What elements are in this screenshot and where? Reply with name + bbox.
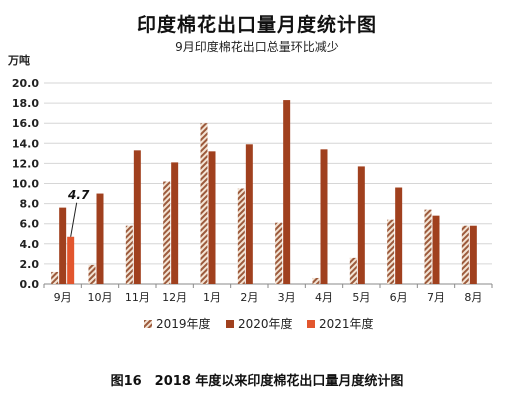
x-tick-label: 4月 bbox=[315, 291, 333, 304]
bar-2019年度-7月 bbox=[424, 209, 432, 284]
bar-2019年度-4月 bbox=[312, 277, 320, 284]
annotation-leader-line bbox=[70, 202, 78, 237]
x-tick-label: 11月 bbox=[125, 291, 150, 304]
bar-2020年度-7月 bbox=[432, 215, 440, 284]
legend-swatch-2020年度 bbox=[226, 320, 234, 328]
bar-2019年度-8月 bbox=[461, 225, 469, 284]
chart-title: 印度棉花出口量月度统计图 bbox=[136, 14, 377, 36]
legend-label: 2020年度 bbox=[238, 316, 293, 331]
axes: 0.0 2.0 4.0 6.0 8.0 10.0 12.0 14.0 16.0 18.0 20.0 9… bbox=[12, 77, 493, 304]
y-tick-label: 0.0 bbox=[20, 278, 40, 291]
legend-swatch-2021年度 bbox=[307, 320, 315, 328]
gridlines bbox=[44, 82, 492, 265]
legend-label: 2019年度 bbox=[156, 316, 211, 331]
bar-2020年度-10月 bbox=[96, 193, 104, 284]
y-tick-label: 14.0 bbox=[12, 137, 39, 150]
x-tick-label: 2月 bbox=[240, 291, 258, 304]
bar-2019年度-3月 bbox=[275, 222, 283, 284]
y-tick-label: 4.0 bbox=[20, 238, 40, 251]
bar-2020年度-12月 bbox=[171, 162, 179, 284]
x-tick-label: 9月 bbox=[54, 291, 72, 304]
y-tick-label: 6.0 bbox=[20, 218, 40, 231]
x-tick-label: 6月 bbox=[390, 291, 408, 304]
x-tick-label: 7月 bbox=[427, 291, 445, 304]
bar-2019年度-10月 bbox=[88, 264, 96, 284]
bar-2019年度-6月 bbox=[387, 219, 395, 284]
bar-2020年度-5月 bbox=[357, 166, 365, 284]
legend: 2019年度 2020年度 2021年度 bbox=[144, 316, 374, 331]
annotations: 4.7 bbox=[67, 188, 90, 237]
y-tick-label: 10.0 bbox=[12, 178, 39, 191]
bar-2020年度-8月 bbox=[469, 225, 477, 284]
y-axis-unit: 万吨 bbox=[7, 53, 30, 67]
x-tick-label: 8月 bbox=[464, 291, 482, 304]
x-tick-label: 10月 bbox=[88, 291, 113, 304]
bar-2020年度-11月 bbox=[133, 150, 141, 284]
x-tick-label: 3月 bbox=[278, 291, 296, 304]
y-tick-label: 8.0 bbox=[20, 198, 40, 211]
x-tick-label: 1月 bbox=[203, 291, 221, 304]
y-tick-label: 18.0 bbox=[12, 97, 39, 110]
bar-2020年度-2月 bbox=[245, 144, 253, 284]
bars bbox=[51, 100, 477, 285]
bar-2021年度-9月 bbox=[67, 236, 75, 284]
bar-2019年度-2月 bbox=[237, 188, 245, 284]
bar-2019年度-1月 bbox=[200, 123, 208, 284]
bar-2020年度-4月 bbox=[320, 149, 328, 284]
chart-subtitle: 9月印度棉花出口总量环比减少 bbox=[175, 40, 339, 54]
bar-2020年度-6月 bbox=[395, 187, 403, 284]
bar-2019年度-12月 bbox=[163, 181, 171, 284]
bar-2019年度-5月 bbox=[349, 257, 357, 284]
legend-swatch-2019年度 bbox=[144, 320, 152, 328]
bar-2020年度-1月 bbox=[208, 151, 216, 284]
bar-2020年度-9月 bbox=[59, 207, 67, 284]
y-tick-label: 2.0 bbox=[20, 258, 40, 271]
bar-2019年度-9月 bbox=[51, 271, 59, 284]
y-tick-label: 20.0 bbox=[12, 77, 39, 90]
figure-caption: 图16 2018 年度以来印度棉花出口量月度统计图 bbox=[110, 374, 404, 389]
data-label-annotation: 4.7 bbox=[67, 188, 90, 202]
x-tick-label: 5月 bbox=[352, 291, 370, 304]
bar-2019年度-11月 bbox=[125, 225, 133, 284]
legend-label: 2021年度 bbox=[319, 316, 374, 331]
bar-2020年度-3月 bbox=[283, 100, 291, 285]
y-tick-label: 16.0 bbox=[12, 117, 39, 130]
y-tick-label: 12.0 bbox=[12, 157, 39, 170]
x-tick-label: 12月 bbox=[162, 291, 187, 304]
